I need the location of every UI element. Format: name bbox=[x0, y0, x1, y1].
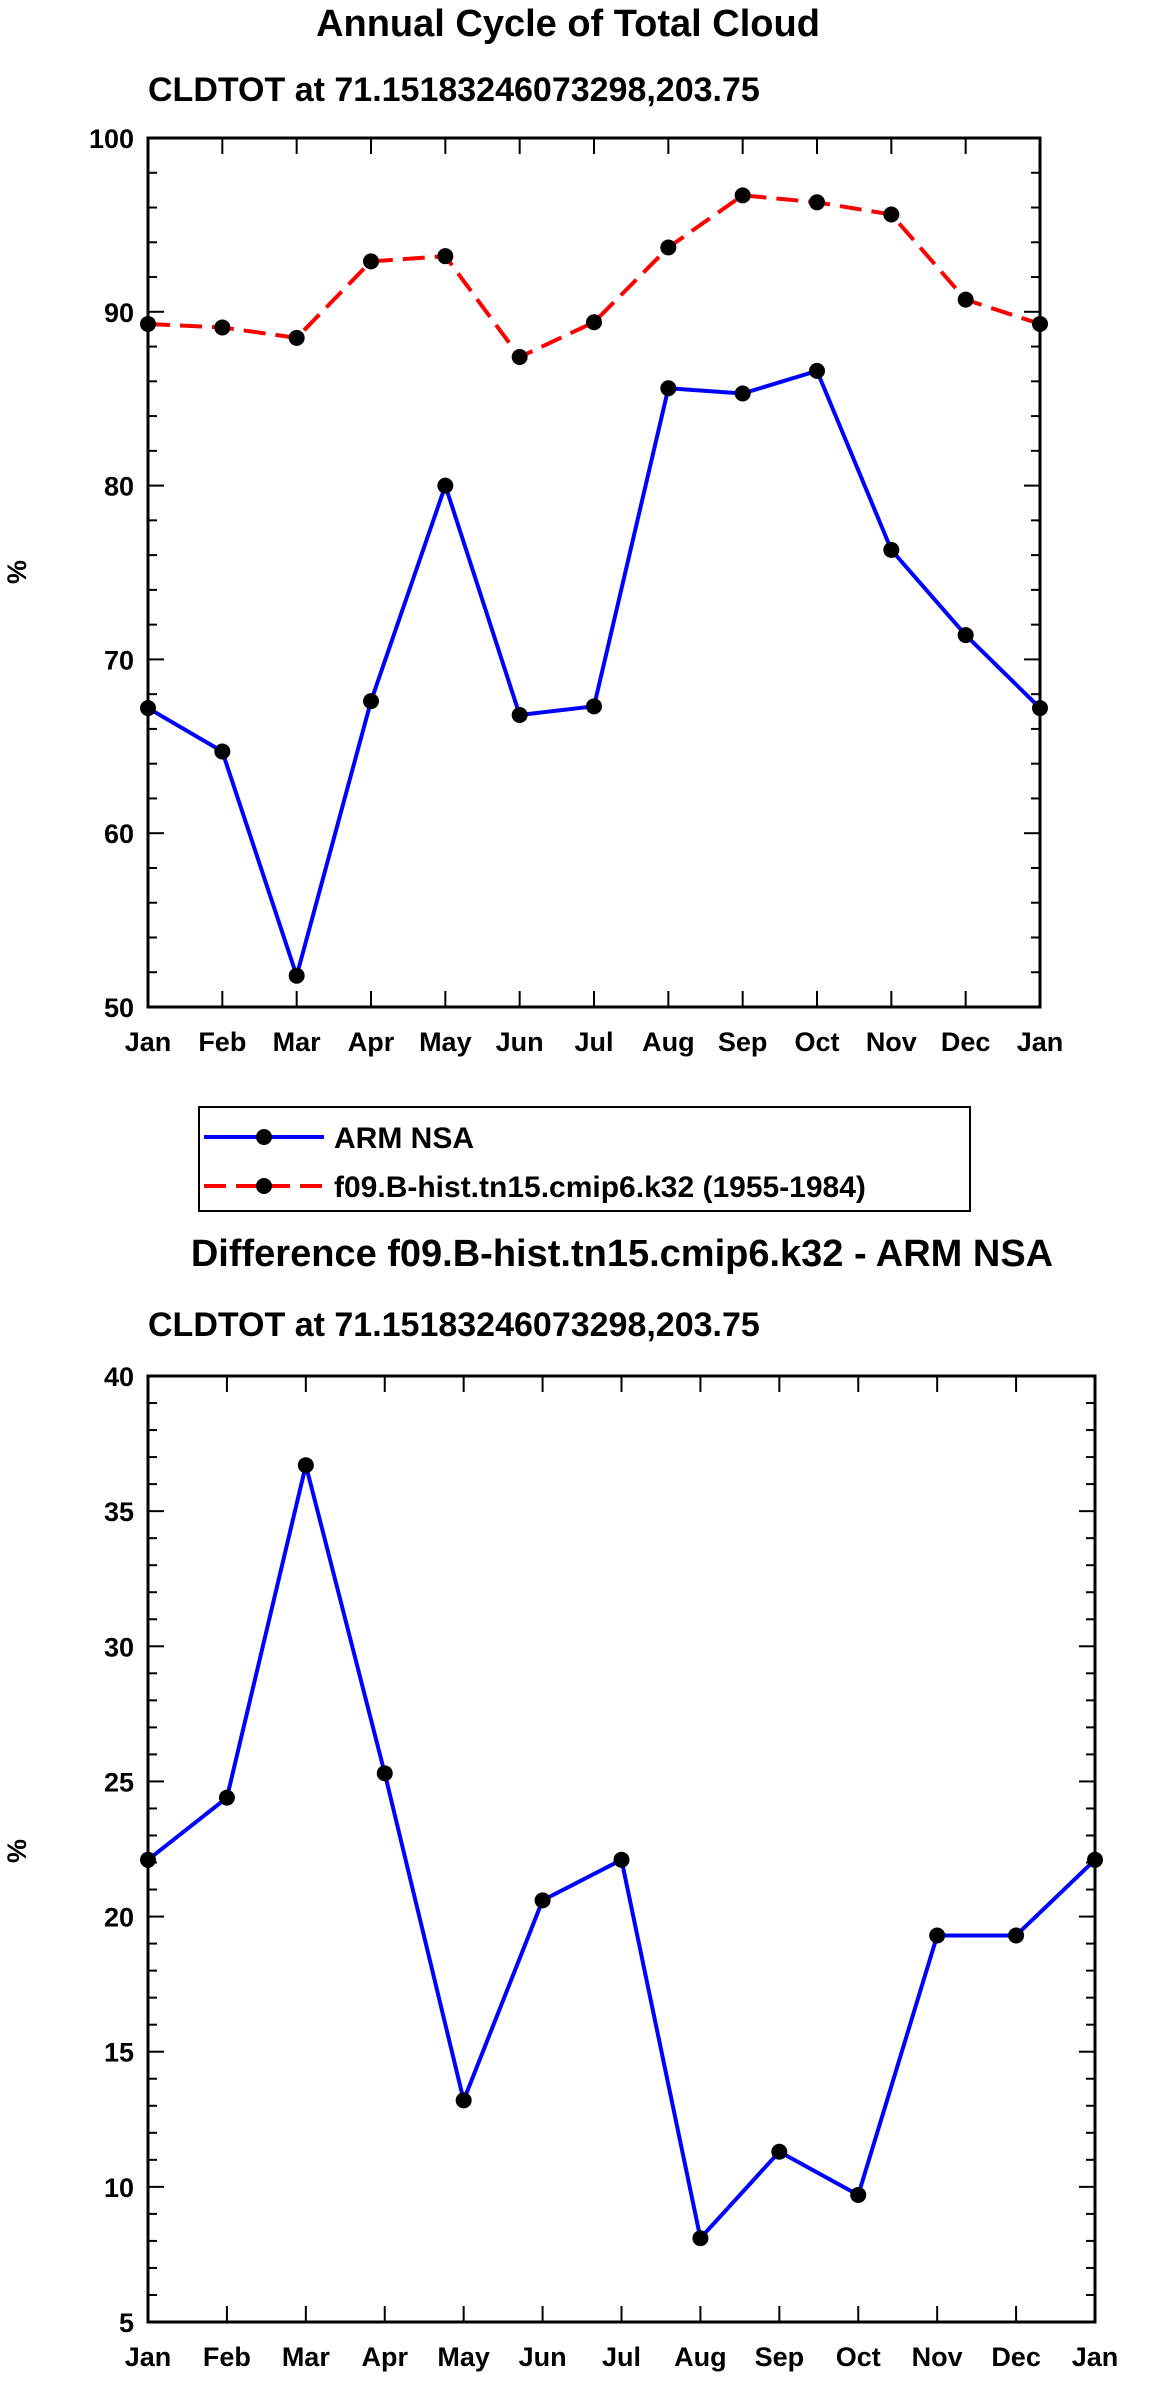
y-tick-label: 60 bbox=[104, 819, 134, 849]
x-tick-label: Jan bbox=[1017, 1027, 1064, 1057]
data-point bbox=[586, 698, 602, 715]
y-tick-label: 25 bbox=[104, 1767, 134, 1797]
legend-label-model: f09.B-hist.tn15.cmip6.k32 (1955-1984) bbox=[334, 1171, 866, 1204]
x-tick-label: Feb bbox=[198, 1027, 246, 1057]
chart2-tick-labels: 5 10 15 20 25 30 35 40 Jan Feb Mar Apr May Jun Jul Aug S… bbox=[104, 1362, 1118, 2372]
data-point bbox=[586, 314, 602, 331]
series-line-1 bbox=[147, 193, 1041, 359]
x-tick-label: May bbox=[419, 1027, 472, 1057]
legend-box bbox=[198, 1106, 971, 1212]
data-point bbox=[455, 2092, 472, 2109]
chart1-ticks bbox=[147, 137, 1041, 1008]
y-tick-label: 35 bbox=[104, 1497, 134, 1527]
data-point bbox=[1008, 1927, 1025, 1944]
x-tick-label: Nov bbox=[912, 2342, 963, 2372]
x-tick-label: Aug bbox=[642, 1027, 694, 1057]
data-point bbox=[613, 1851, 630, 1868]
x-tick-label: Dec bbox=[991, 2342, 1041, 2372]
chart-difference: Difference f09.B-hist.tn15.cmip6.k32 - A… bbox=[2, 1233, 1118, 2372]
y-tick-label: 20 bbox=[104, 1903, 134, 1933]
data-point bbox=[929, 1927, 946, 1944]
chart1-series bbox=[140, 187, 1048, 984]
data-point bbox=[660, 380, 677, 397]
x-tick-label: Sep bbox=[718, 1027, 768, 1057]
chart2-plot-frame bbox=[146, 1374, 1097, 2324]
data-point bbox=[883, 541, 900, 558]
data-point bbox=[692, 2230, 709, 2247]
x-tick-label: Mar bbox=[282, 2342, 331, 2372]
x-tick-label: Oct bbox=[836, 2342, 881, 2372]
y-tick-label: 50 bbox=[104, 993, 134, 1023]
y-tick-label: 40 bbox=[104, 1362, 134, 1392]
data-point bbox=[809, 194, 825, 211]
chart2-ylabel: % bbox=[2, 1839, 32, 1863]
series-line-0 bbox=[146, 368, 1042, 978]
data-point bbox=[809, 362, 825, 379]
data-point bbox=[883, 206, 900, 223]
data-point bbox=[363, 693, 379, 710]
chart1-tick-labels: 50 60 70 80 90 100 Jan Feb Mar Apr May Jun Jul Aug Sep… bbox=[89, 124, 1063, 1057]
chart1-plot-frame bbox=[146, 136, 1042, 1009]
y-tick-label: 15 bbox=[104, 2038, 134, 2068]
y-tick-label: 90 bbox=[104, 298, 134, 328]
legend-label-arm: ARM NSA bbox=[334, 1122, 474, 1155]
data-point bbox=[734, 187, 751, 204]
data-point bbox=[771, 2143, 788, 2160]
data-point bbox=[288, 967, 305, 984]
x-tick-label: Jul bbox=[602, 2342, 641, 2372]
x-tick-label: Apr bbox=[362, 2342, 409, 2372]
data-point bbox=[957, 627, 974, 644]
y-tick-label: 80 bbox=[104, 472, 134, 502]
chart2-ticks bbox=[147, 1375, 1096, 2323]
data-point bbox=[511, 348, 528, 365]
series-line-0 bbox=[146, 1463, 1097, 2241]
y-tick-label: 30 bbox=[104, 1632, 134, 1662]
data-point bbox=[511, 707, 528, 724]
x-tick-label: Dec bbox=[941, 1027, 991, 1057]
data-point bbox=[734, 385, 751, 402]
legend-marker-model bbox=[256, 1178, 272, 1194]
chart1-ylabel: % bbox=[2, 560, 32, 584]
x-tick-label: Nov bbox=[866, 1027, 917, 1057]
x-tick-label: Jan bbox=[125, 2342, 172, 2372]
x-tick-label: Oct bbox=[794, 1027, 839, 1057]
data-point bbox=[660, 239, 677, 256]
x-tick-label: Apr bbox=[348, 1027, 395, 1057]
chart2-title: Difference f09.B-hist.tn15.cmip6.k32 - A… bbox=[191, 1233, 1053, 1275]
x-tick-label: Feb bbox=[203, 2342, 251, 2372]
data-point bbox=[214, 743, 231, 760]
x-tick-label: Aug bbox=[674, 2342, 726, 2372]
data-point bbox=[850, 2186, 867, 2203]
x-tick-label: Jul bbox=[574, 1027, 613, 1057]
y-tick-label: 100 bbox=[89, 124, 134, 154]
chart2-subtitle: CLDTOT at 71.15183246073298,203.75 bbox=[148, 1306, 760, 1344]
chart2-series bbox=[140, 1457, 1103, 2247]
y-tick-label: 70 bbox=[104, 645, 134, 675]
chart1-legend: ARM NSA f09.B-hist.tn15.cmip6.k32 (1955-… bbox=[198, 1106, 971, 1212]
chart1-subtitle: CLDTOT at 71.15183246073298,203.75 bbox=[148, 71, 760, 109]
x-tick-label: May bbox=[437, 2342, 490, 2372]
data-point bbox=[437, 248, 454, 265]
x-tick-label: Jan bbox=[1072, 2342, 1119, 2372]
x-tick-label: Sep bbox=[755, 2342, 805, 2372]
legend-marker-arm bbox=[256, 1129, 272, 1145]
data-point bbox=[218, 1789, 235, 1806]
data-point bbox=[437, 477, 454, 494]
x-tick-label: Jun bbox=[519, 2342, 567, 2372]
chart1-title: Annual Cycle of Total Cloud bbox=[316, 3, 820, 45]
chart-annual-cycle: Annual Cycle of Total Cloud CLDTOT at 71… bbox=[2, 3, 1063, 1212]
x-tick-label: Mar bbox=[273, 1027, 322, 1057]
data-point bbox=[288, 329, 305, 346]
x-tick-label: Jan bbox=[125, 1027, 172, 1057]
data-point bbox=[376, 1765, 393, 1782]
data-point bbox=[214, 319, 231, 336]
y-tick-label: 5 bbox=[119, 2308, 134, 2338]
y-tick-label: 10 bbox=[104, 2173, 134, 2203]
data-point bbox=[957, 291, 974, 308]
data-point bbox=[297, 1457, 314, 1474]
data-point bbox=[363, 253, 379, 270]
data-point bbox=[534, 1892, 551, 1909]
x-tick-label: Jun bbox=[496, 1027, 544, 1057]
